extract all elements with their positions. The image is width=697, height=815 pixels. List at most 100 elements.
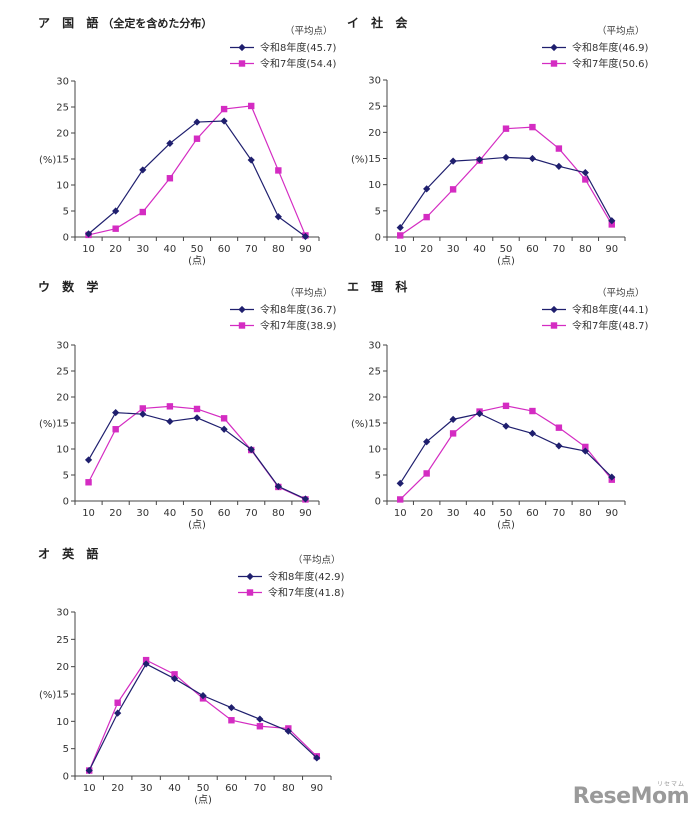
data-point bbox=[112, 225, 119, 232]
data-point bbox=[85, 766, 93, 775]
legend-header: （平均点） bbox=[285, 25, 333, 37]
data-point bbox=[84, 456, 93, 464]
y-axis-label: (%) bbox=[39, 155, 56, 166]
data-point bbox=[582, 443, 589, 451]
logo-subtext: リセマム bbox=[656, 781, 685, 788]
legend-label: 令和8年度(36.7) bbox=[260, 303, 337, 316]
legend-header: （平均点） bbox=[597, 287, 645, 299]
chart-panel-kokugo: ア 国 語（全定を含めた分布） 0 5 10 15 20 25 30 10 20 30 40 50 60… bbox=[0, 0, 345, 270]
data-point bbox=[84, 230, 93, 238]
data-point bbox=[502, 125, 510, 132]
chart-panel-shakai: イ 社 会 0 5 10 15 20 25 30 10 20 30 40 50 60 70 80 90 (%) (… bbox=[345, 0, 697, 270]
data-point bbox=[256, 723, 264, 730]
y-tick-label: 30 bbox=[56, 341, 69, 352]
y-tick-label: 10 bbox=[56, 445, 69, 456]
legend-marker bbox=[238, 322, 246, 329]
y-tick-label: 10 bbox=[56, 717, 69, 728]
data-point bbox=[85, 479, 92, 486]
data-point bbox=[608, 221, 615, 228]
y-tick-label: 25 bbox=[56, 367, 69, 378]
y-tick-label: 20 bbox=[56, 129, 69, 140]
data-point bbox=[227, 704, 236, 712]
y-tick-label: 15 bbox=[56, 690, 69, 701]
data-point bbox=[423, 213, 430, 221]
x-tick-label: 10 bbox=[394, 508, 407, 519]
chart-title-text: イ 社 会 bbox=[347, 16, 412, 30]
legend-label: 令和8年度(45.7) bbox=[260, 41, 337, 54]
y-tick-label: 0 bbox=[375, 233, 381, 244]
x-axis-label: (点) bbox=[188, 255, 206, 267]
x-tick-label: 30 bbox=[136, 244, 149, 255]
series-line bbox=[399, 156, 613, 228]
legend-marker bbox=[246, 572, 254, 581]
y-tick-label: 30 bbox=[56, 77, 69, 88]
y-tick-label: 10 bbox=[56, 181, 69, 192]
data-point bbox=[220, 425, 228, 433]
legend-marker bbox=[238, 60, 246, 67]
data-point bbox=[529, 407, 536, 415]
data-point bbox=[555, 442, 563, 450]
legend-label: 令和7年度(54.4) bbox=[260, 57, 337, 70]
x-tick-label: 80 bbox=[282, 783, 295, 794]
legend-label: 令和8年度(42.9) bbox=[268, 570, 345, 583]
y-tick-label: 5 bbox=[63, 471, 69, 482]
legend-marker bbox=[238, 305, 246, 314]
y-tick-label: 10 bbox=[368, 445, 381, 456]
legend-marker bbox=[550, 43, 558, 52]
data-point bbox=[166, 139, 174, 147]
y-axis-label: (%) bbox=[351, 419, 368, 430]
y-tick-label: 25 bbox=[56, 635, 69, 646]
chart-title-text: エ 理 科 bbox=[347, 280, 412, 294]
data-point bbox=[199, 692, 207, 700]
x-tick-label: 80 bbox=[272, 244, 285, 255]
data-point bbox=[139, 208, 146, 216]
x-tick-label: 60 bbox=[526, 244, 539, 255]
y-tick-label: 15 bbox=[56, 419, 69, 430]
line-chart-shakai: 0 5 10 15 20 25 30 10 20 30 40 50 60 70 80 90 (%) (点) （平均点… bbox=[351, 25, 649, 267]
chart-title: ウ 数 学 bbox=[38, 278, 102, 295]
legend-marker bbox=[550, 322, 558, 329]
x-tick-label: 10 bbox=[394, 244, 407, 255]
x-tick-label: 40 bbox=[473, 244, 486, 255]
data-point bbox=[397, 496, 404, 503]
data-point bbox=[449, 186, 457, 193]
line-chart-eigo: 0 5 10 15 20 25 30 10 20 30 40 50 60 70 80 90 (%) (点) （平均点… bbox=[39, 554, 345, 806]
data-point bbox=[608, 473, 616, 481]
y-tick-label: 0 bbox=[63, 772, 69, 783]
series-line bbox=[88, 663, 318, 771]
chart-panel-eigo: オ 英 語 0 5 10 15 20 25 30 10 20 30 40 50 60 70 80 90 (%) (… bbox=[0, 540, 345, 815]
data-point bbox=[171, 671, 178, 678]
data-point bbox=[555, 162, 563, 170]
x-axis-label: (点) bbox=[188, 519, 206, 531]
x-tick-label: 70 bbox=[553, 508, 566, 519]
x-tick-label: 50 bbox=[191, 244, 204, 255]
data-point bbox=[555, 145, 563, 152]
x-tick-label: 20 bbox=[420, 244, 433, 255]
x-tick-label: 90 bbox=[605, 508, 618, 519]
x-tick-label: 30 bbox=[136, 508, 149, 519]
data-point bbox=[228, 717, 235, 724]
resemom-logo: ReseMom リセマム bbox=[573, 781, 690, 809]
x-tick-label: 50 bbox=[197, 783, 210, 794]
legend-label: 令和8年度(46.9) bbox=[572, 41, 649, 54]
x-tick-label: 10 bbox=[83, 783, 96, 794]
data-point bbox=[284, 727, 292, 735]
x-tick-label: 80 bbox=[579, 508, 592, 519]
line-chart-kokugo: 0 5 10 15 20 25 30 10 20 30 40 50 60 70 80 90 (%) (点) （平均点… bbox=[39, 25, 337, 267]
series-line bbox=[399, 126, 613, 236]
y-tick-label: 20 bbox=[368, 393, 381, 404]
data-point bbox=[139, 410, 147, 418]
y-tick-label: 20 bbox=[368, 128, 381, 139]
data-point bbox=[166, 417, 174, 426]
y-tick-label: 5 bbox=[375, 206, 381, 217]
y-tick-label: 25 bbox=[368, 367, 381, 378]
y-tick-label: 20 bbox=[56, 393, 69, 404]
data-point bbox=[397, 232, 404, 239]
series-line bbox=[88, 659, 318, 771]
data-point bbox=[528, 154, 537, 163]
y-tick-label: 5 bbox=[63, 744, 69, 755]
y-tick-label: 30 bbox=[56, 608, 69, 619]
data-point bbox=[608, 217, 616, 225]
x-axis-label: (点) bbox=[194, 794, 212, 806]
x-tick-label: 30 bbox=[447, 244, 460, 255]
